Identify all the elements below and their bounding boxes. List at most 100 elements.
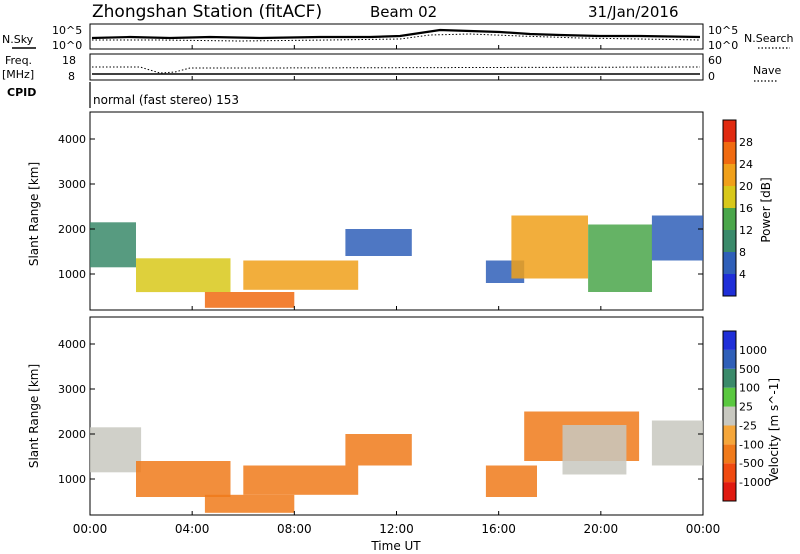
power-colorbar-tick-6: 28 (739, 136, 753, 149)
power-panel: 1000 2000 3000 4000 Slant Range [km] 4 8 12 16… (27, 111, 773, 311)
velocity-colorbar-swatch-4 (723, 406, 736, 426)
nsky-label: N.Sky (2, 33, 34, 46)
velocity-colorbar-swatch-7 (723, 349, 736, 369)
noise-tick-right-top: 10^5 (708, 24, 738, 37)
nave-tick-0: 0 (708, 70, 715, 83)
power-colorbar-tick-5: 24 (739, 158, 753, 171)
velocity-ytick-label-1: 2000 (58, 428, 86, 441)
beam-title: Beam 02 (370, 3, 437, 21)
power-region-4 (345, 229, 412, 256)
power-colorbar-swatch-2 (723, 230, 736, 252)
velocity-region-3 (243, 465, 359, 495)
xtick-label-2: 08:00 (277, 522, 312, 536)
noise-tick-left-bottom: 10^0 (52, 39, 82, 52)
nave-trace (92, 66, 701, 74)
power-region-6 (511, 215, 588, 279)
power-ylabel: Slant Range [km] (27, 162, 41, 266)
velocity-colorbar: 1000 500 100 25 -25 -100 -500 -1000 (722, 330, 771, 502)
velocity-colorbar-swatch-2 (723, 444, 736, 464)
power-colorbar-swatch-3 (723, 208, 736, 230)
power-region-0 (90, 222, 136, 268)
velocity-ytick-label-3: 4000 (58, 338, 86, 351)
velocity-region-0 (90, 427, 142, 473)
velocity-regions (90, 411, 703, 513)
power-region-7 (588, 224, 652, 292)
power-region-2 (204, 292, 295, 308)
freq-tick-18: 18 (62, 54, 76, 67)
velocity-colorbar-tick-4: -25 (739, 419, 757, 432)
xtick-label-0: 00:00 (73, 522, 108, 536)
power-colorbar-swatch-4 (723, 186, 736, 208)
velocity-colorbar-swatch-8 (723, 331, 736, 350)
noise-tick-left-top: 10^5 (52, 24, 82, 37)
power-colorbar-swatch-5 (723, 164, 736, 186)
power-colorbar-swatch-0 (723, 274, 736, 296)
nave-tick-60: 60 (708, 54, 722, 67)
cpid-label: CPID (7, 86, 36, 99)
velocity-region-8 (651, 420, 703, 466)
freq-tick-8: 8 (68, 70, 75, 83)
power-colorbar-tick-1: 8 (739, 246, 746, 259)
velocity-colorbar-swatch-0 (723, 482, 736, 501)
power-ytick-label-0: 1000 (58, 268, 86, 281)
velocity-colorbar-swatch-5 (723, 387, 736, 407)
cpid-text: normal (fast stereo) 153 (93, 93, 239, 107)
velocity-colorbar-label: Velocity [m s^-1] (767, 378, 781, 482)
freq-label-1: Freq. (5, 54, 32, 67)
power-region-1 (136, 258, 231, 293)
freq-label-2: [MHz] (2, 68, 34, 81)
velocity-colorbar-tick-5: -100 (739, 438, 764, 451)
xtick-label-4: 16:00 (481, 522, 516, 536)
power-colorbar-label: Power [dB] (759, 177, 773, 242)
x-axis-label: Time UT (370, 539, 421, 553)
velocity-colorbar-swatch-6 (723, 368, 736, 388)
power-colorbar: 4 8 12 16 20 24 28 (722, 119, 753, 297)
velocity-region-7 (562, 425, 627, 475)
velocity-ytick-label-0: 1000 (58, 473, 86, 486)
xtick-label-3: 12:00 (379, 522, 414, 536)
velocity-region-1 (136, 461, 231, 497)
station-title: Zhongshan Station (fitACF) (92, 2, 322, 22)
power-colorbar-swatch-7 (723, 120, 736, 142)
xtick-label-1: 04:00 (175, 522, 210, 536)
power-colorbar-tick-0: 4 (739, 268, 746, 281)
velocity-colorbar-frame (722, 330, 737, 502)
velocity-colorbar-tick-2: 100 (739, 382, 760, 395)
velocity-region-2 (204, 494, 295, 513)
power-ytick-label-2: 3000 (58, 178, 86, 191)
xtick-label-6: 00:00 (686, 522, 721, 536)
time-x-ticks: 00:00 04:00 08:00 12:00 16:00 20:00 00:00 (73, 45, 721, 536)
velocity-ytick-label-2: 3000 (58, 383, 86, 396)
velocity-colorbar-tick-1: 500 (739, 363, 760, 376)
velocity-colorbar-tick-6: -500 (739, 457, 764, 470)
velocity-panel: 1000 2000 3000 4000 Slant Range [km] 1000 50… (27, 316, 781, 516)
noise-tick-right-bottom: 10^0 (708, 39, 738, 52)
power-colorbar-frame (722, 119, 737, 297)
velocity-ylabel: Slant Range [km] (27, 364, 41, 468)
velocity-region-5 (485, 465, 537, 497)
power-ytick-label-3: 4000 (58, 133, 86, 146)
velocity-colorbar-swatch-1 (723, 463, 736, 483)
velocity-region-4 (345, 434, 412, 466)
power-regions (90, 215, 703, 308)
power-y-ticks: 1000 2000 3000 4000 (58, 133, 703, 281)
power-ytick-label-1: 2000 (58, 223, 86, 236)
velocity-colorbar-tick-0: 1000 (739, 344, 767, 357)
date-title: 31/Jan/2016 (588, 3, 679, 21)
xtick-label-5: 20:00 (584, 522, 619, 536)
power-colorbar-swatch-6 (723, 142, 736, 164)
power-colorbar-tick-2: 12 (739, 224, 753, 237)
power-colorbar-tick-3: 16 (739, 202, 753, 215)
nsky-trace (91, 28, 701, 40)
power-region-3 (243, 260, 359, 290)
power-colorbar-swatch-1 (723, 252, 736, 274)
nsearch-label: N.Search (744, 32, 794, 45)
power-colorbar-tick-4: 20 (739, 180, 753, 193)
power-region-8 (651, 215, 703, 261)
nsearch-trace (92, 33, 701, 42)
velocity-colorbar-tick-3: 25 (739, 401, 753, 414)
velocity-colorbar-swatch-3 (723, 425, 736, 445)
velocity-colorbar-tick-7: -1000 (739, 476, 771, 489)
velocity-y-ticks: 1000 2000 3000 4000 (58, 338, 703, 486)
